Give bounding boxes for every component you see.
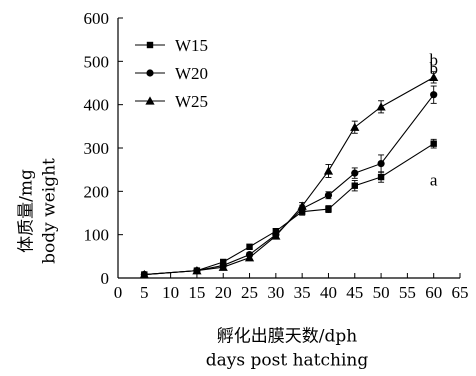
data-point <box>297 201 307 210</box>
data-point <box>429 72 439 82</box>
significance-label: b <box>429 51 438 70</box>
data-point <box>377 173 385 181</box>
legend-marker <box>146 69 154 77</box>
data-point <box>246 243 253 250</box>
x-tick-label: 0 <box>114 283 123 302</box>
x-tick-label: 25 <box>241 283 258 302</box>
x-tick-label: 10 <box>162 283 179 302</box>
x-tick-label: 15 <box>188 283 205 302</box>
series-layer: a bb <box>139 51 439 279</box>
data-point <box>325 205 332 213</box>
data-point <box>377 160 385 168</box>
y-tick-label: 100 <box>84 226 110 245</box>
data-point <box>351 169 359 177</box>
series-w25: b <box>139 51 439 279</box>
data-point <box>192 266 202 275</box>
x-tick-label: 20 <box>215 283 232 302</box>
x-tick-label: 30 <box>267 283 284 302</box>
x-tick-label: 55 <box>399 283 416 302</box>
data-point <box>430 140 437 147</box>
data-point <box>376 102 386 111</box>
series-line <box>144 94 435 276</box>
x-tick-label: 65 <box>452 283 469 302</box>
legend: W15 W20 W25 <box>135 36 208 111</box>
data-point <box>351 182 358 189</box>
legend-item-w20: W20 <box>135 64 208 83</box>
y-tick-label: 200 <box>84 182 110 201</box>
data-point <box>218 262 228 271</box>
y-tick-label: 300 <box>84 139 110 158</box>
x-axis-title-english: days post hatching <box>206 351 369 371</box>
significance-label: b <box>429 59 438 78</box>
legend-label: W25 <box>175 92 208 111</box>
data-point <box>323 166 334 175</box>
legend-label: W20 <box>175 64 208 83</box>
data-point <box>350 122 360 131</box>
x-tick-label: 50 <box>373 283 390 302</box>
data-point <box>324 191 333 199</box>
series-line <box>144 143 434 276</box>
axes: 0 5 10 15 20 25 30 35 40 45 50 55 60 6501002003004005… <box>84 9 469 302</box>
legend-marker <box>145 96 155 105</box>
series-w15: a <box>141 138 438 278</box>
y-axis-title: 体质量/mg <box>17 169 37 253</box>
legend-item-w15: W15 <box>135 36 208 55</box>
data-point <box>430 91 438 99</box>
x-tick-label: 45 <box>346 283 363 302</box>
x-tick-label: 60 <box>425 283 442 302</box>
y-tick-label: 400 <box>84 96 110 115</box>
y-tick-label: 500 <box>84 52 110 71</box>
x-axis-title: 孵化出膜天数/dph <box>217 327 357 347</box>
y-tick-label: 600 <box>84 9 110 28</box>
series-line <box>144 76 434 276</box>
y-axis-title-english: body weight <box>40 158 60 264</box>
legend-item-w25: W25 <box>135 92 208 111</box>
y-tick-label: 0 <box>101 269 110 288</box>
data-point <box>244 253 255 262</box>
x-tick-label: 5 <box>140 283 149 302</box>
legend-label: W15 <box>175 36 208 55</box>
legend-marker <box>146 41 154 49</box>
x-tick-label: 35 <box>294 283 311 302</box>
significance-label: a <box>430 170 438 189</box>
data-point <box>271 231 281 240</box>
data-point <box>139 269 149 279</box>
x-tick-label: 40 <box>320 283 337 302</box>
